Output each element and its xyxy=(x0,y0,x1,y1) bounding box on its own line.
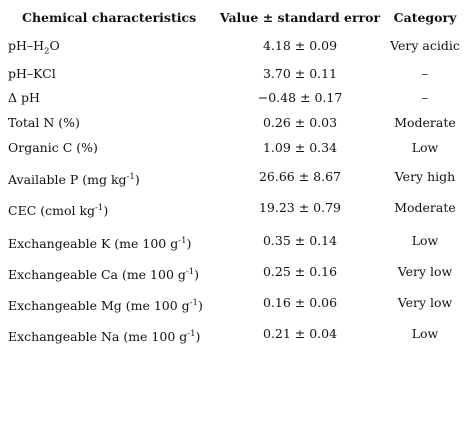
value-cell: −0.48 ± 0.17 xyxy=(257,90,343,105)
value-cell: 26.66 ± 8.67 xyxy=(258,169,342,184)
value-cell: 0.25 ± 0.16 xyxy=(262,264,338,279)
category-cell: Very high xyxy=(394,169,456,184)
text: pH–KCl xyxy=(8,66,56,81)
characteristic-cell: Exchangeable Na (me 100 g-1) xyxy=(8,326,200,345)
category-cell: Very low xyxy=(397,295,453,310)
superscript: -1 xyxy=(189,298,198,308)
characteristic-cell: pH–H2O xyxy=(8,38,60,60)
text: Δ pH xyxy=(8,90,40,105)
value-cell: 1.09 ± 0.34 xyxy=(262,140,338,155)
characteristic-cell: pH–KCl xyxy=(8,66,56,82)
category-cell: Very low xyxy=(397,264,453,279)
text: ) xyxy=(195,329,201,345)
text: ) xyxy=(186,236,192,252)
value-cell: 3.70 ± 0.11 xyxy=(262,66,338,81)
superscript: -1 xyxy=(126,172,135,182)
text: ) xyxy=(194,267,200,283)
category-cell: Very acidic xyxy=(390,38,460,53)
header-cell: Value ± standard error xyxy=(219,10,381,25)
text: Organic C (%) xyxy=(8,140,98,155)
text: ) xyxy=(197,298,203,314)
characteristic-cell: Δ pH xyxy=(8,90,40,106)
text: Total N (%) xyxy=(8,115,80,130)
characteristic-cell: Exchangeable Ca (me 100 g-1) xyxy=(8,264,199,283)
characteristic-cell: Available P (mg kg-1) xyxy=(8,169,140,188)
superscript: -1 xyxy=(187,329,196,339)
category-cell: – xyxy=(421,90,429,105)
category-cell: Low xyxy=(411,140,439,155)
category-cell: – xyxy=(421,66,429,81)
text: Exchangeable Na (me 100 g xyxy=(8,329,188,345)
text: Exchangeable K (me 100 g xyxy=(8,236,179,252)
value-cell: 0.26 ± 0.03 xyxy=(262,115,338,130)
characteristic-cell: Total N (%) xyxy=(8,115,80,131)
category-cell: Low xyxy=(411,326,439,341)
value-cell: 4.18 ± 0.09 xyxy=(262,38,338,53)
characteristic-cell: Exchangeable Mg (me 100 g-1) xyxy=(8,295,203,314)
value-cell: 0.16 ± 0.06 xyxy=(262,295,338,310)
value-cell: 0.35 ± 0.14 xyxy=(262,233,338,248)
text: ) xyxy=(103,203,109,219)
header-cell: Category xyxy=(393,10,457,25)
superscript: -1 xyxy=(178,236,187,246)
category-cell: Low xyxy=(411,233,439,248)
category-cell: Moderate xyxy=(394,115,456,130)
superscript: -1 xyxy=(185,267,195,277)
subscript: 2 xyxy=(44,46,50,57)
category-cell: Moderate xyxy=(394,200,456,215)
characteristic-cell: Exchangeable K (me 100 g-1) xyxy=(8,233,191,252)
text: Exchangeable Mg (me 100 g xyxy=(8,298,190,314)
text: CEC (cmol kg xyxy=(8,203,96,219)
text: Available P (mg kg xyxy=(8,172,127,188)
text: ) xyxy=(134,172,140,188)
characteristic-cell: CEC (cmol kg-1) xyxy=(8,200,108,219)
superscript: -1 xyxy=(95,203,104,213)
text: Exchangeable Ca (me 100 g xyxy=(8,267,186,283)
header-cell: Chemical characteristics xyxy=(22,10,197,25)
value-cell: 0.21 ± 0.04 xyxy=(262,326,338,341)
text: pH–H xyxy=(8,38,45,53)
value-cell: 19.23 ± 0.79 xyxy=(258,200,342,215)
text: O xyxy=(49,38,60,53)
characteristic-cell: Organic C (%) xyxy=(8,140,98,156)
